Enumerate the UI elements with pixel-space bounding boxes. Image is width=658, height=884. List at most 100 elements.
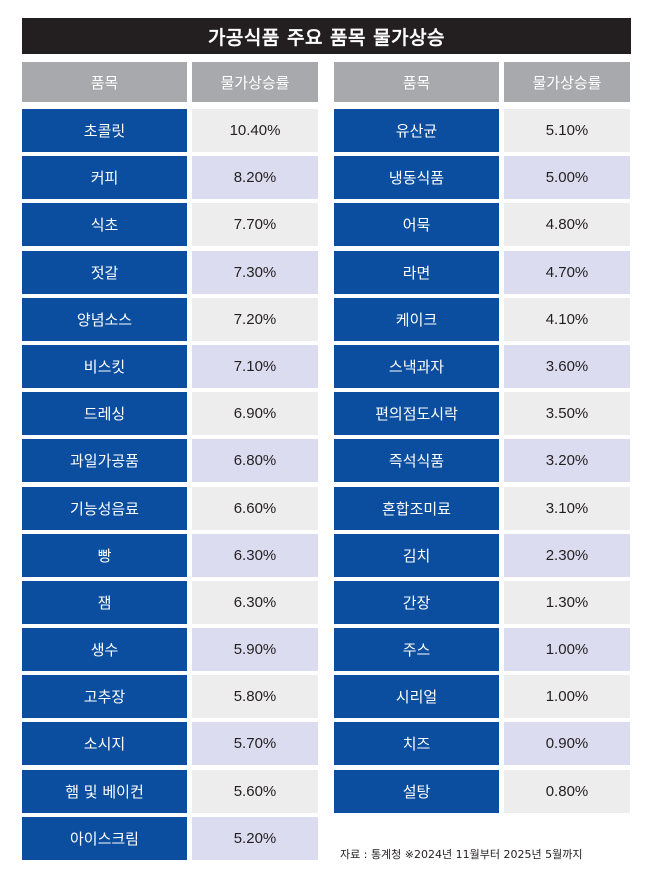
header-rate: 물가상승률	[192, 62, 318, 102]
item-cell: 라면	[334, 250, 499, 294]
table-row: 드레싱 6.90%	[22, 392, 318, 436]
rate-cell: 5.80%	[192, 675, 318, 719]
table-row: 즉석식품 3.20%	[334, 439, 630, 483]
rate-cell: 5.70%	[192, 722, 318, 766]
table-row: 과일가공품 6.80%	[22, 439, 318, 483]
rate-cell: 6.90%	[192, 392, 318, 436]
rate-cell: 4.80%	[504, 203, 630, 247]
right-table: 품목 물가상승률 유산균 5.10% 냉동식품 5.00% 어묵 4.80% 라면 4.70%…	[334, 62, 630, 817]
rate-cell: 0.80%	[504, 769, 630, 813]
rate-cell: 3.50%	[504, 392, 630, 436]
item-cell: 설탕	[334, 769, 499, 813]
table-header: 품목 물가상승률	[334, 62, 630, 102]
table-row: 주스 1.00%	[334, 628, 630, 672]
rate-cell: 2.30%	[504, 533, 630, 577]
table-row: 아이스크림 5.20%	[22, 816, 318, 860]
rate-cell: 5.00%	[504, 156, 630, 200]
rate-cell: 5.90%	[192, 628, 318, 672]
item-cell: 냉동식품	[334, 156, 499, 200]
item-cell: 유산균	[334, 109, 499, 152]
rate-cell: 6.80%	[192, 439, 318, 483]
rate-cell: 3.20%	[504, 439, 630, 483]
table-row: 젓갈 7.30%	[22, 250, 318, 294]
item-cell: 즉석식품	[334, 439, 499, 483]
item-cell: 기능성음료	[22, 486, 187, 530]
item-cell: 간장	[334, 580, 499, 624]
table-row: 빵 6.30%	[22, 533, 318, 577]
item-cell: 고추장	[22, 675, 187, 719]
item-cell: 시리얼	[334, 675, 499, 719]
table-row: 커피 8.20%	[22, 156, 318, 200]
header-item: 품목	[334, 62, 499, 102]
table-row: 기능성음료 6.60%	[22, 486, 318, 530]
rate-cell: 7.20%	[192, 297, 318, 341]
item-cell: 초콜릿	[22, 109, 187, 152]
item-cell: 양념소스	[22, 297, 187, 341]
table-row: 김치 2.30%	[334, 533, 630, 577]
item-cell: 소시지	[22, 722, 187, 766]
item-cell: 드레싱	[22, 392, 187, 436]
table-row: 잼 6.30%	[22, 580, 318, 624]
item-cell: 잼	[22, 580, 187, 624]
table-row: 스낵과자 3.60%	[334, 344, 630, 388]
rate-cell: 0.90%	[504, 722, 630, 766]
rate-cell: 7.10%	[192, 344, 318, 388]
table-row: 혼합조미료 3.10%	[334, 486, 630, 530]
item-cell: 식초	[22, 203, 187, 247]
item-cell: 편의점도시락	[334, 392, 499, 436]
table-row: 고추장 5.80%	[22, 675, 318, 719]
rate-cell: 4.10%	[504, 297, 630, 341]
header-rate: 물가상승률	[504, 62, 630, 102]
table-row: 식초 7.70%	[22, 203, 318, 247]
table-header: 품목 물가상승률	[22, 62, 318, 102]
item-cell: 주스	[334, 628, 499, 672]
item-cell: 어묵	[334, 203, 499, 247]
item-cell: 혼합조미료	[334, 486, 499, 530]
rate-cell: 6.60%	[192, 486, 318, 530]
rate-cell: 6.30%	[192, 580, 318, 624]
table-row: 설탕 0.80%	[334, 769, 630, 813]
header-item: 품목	[22, 62, 187, 102]
rate-cell: 1.00%	[504, 675, 630, 719]
rate-cell: 7.30%	[192, 250, 318, 294]
rate-cell: 3.10%	[504, 486, 630, 530]
table-row: 비스킷 7.10%	[22, 344, 318, 388]
rate-cell: 1.30%	[504, 580, 630, 624]
item-cell: 김치	[334, 533, 499, 577]
table-row: 생수 5.90%	[22, 628, 318, 672]
item-cell: 커피	[22, 156, 187, 200]
rate-cell: 10.40%	[192, 109, 318, 152]
right-table-body: 유산균 5.10% 냉동식품 5.00% 어묵 4.80% 라면 4.70% 케이크 4.10% 스…	[334, 109, 630, 813]
table-row: 시리얼 1.00%	[334, 675, 630, 719]
table-row: 어묵 4.80%	[334, 203, 630, 247]
table-row: 간장 1.30%	[334, 580, 630, 624]
item-cell: 생수	[22, 628, 187, 672]
table-row: 초콜릿 10.40%	[22, 109, 318, 152]
table-row: 냉동식품 5.00%	[334, 156, 630, 200]
item-cell: 햄 및 베이컨	[22, 769, 187, 813]
rate-cell: 8.20%	[192, 156, 318, 200]
item-cell: 비스킷	[22, 344, 187, 388]
source-note: 자료 : 통계청 ※2024년 11월부터 2025년 5월까지	[340, 848, 583, 861]
rate-cell: 4.70%	[504, 250, 630, 294]
rate-cell: 6.30%	[192, 533, 318, 577]
item-cell: 과일가공품	[22, 439, 187, 483]
rate-cell: 5.60%	[192, 769, 318, 813]
rate-cell: 5.10%	[504, 109, 630, 152]
table-row: 치즈 0.90%	[334, 722, 630, 766]
rate-cell: 7.70%	[192, 203, 318, 247]
table-row: 편의점도시락 3.50%	[334, 392, 630, 436]
table-row: 햄 및 베이컨 5.60%	[22, 769, 318, 813]
table-row: 라면 4.70%	[334, 250, 630, 294]
rate-cell: 1.00%	[504, 628, 630, 672]
page-title: 가공식품 주요 품목 물가상승	[22, 18, 631, 54]
table-row: 소시지 5.70%	[22, 722, 318, 766]
rate-cell: 3.60%	[504, 344, 630, 388]
item-cell: 빵	[22, 533, 187, 577]
left-table: 품목 물가상승률 초콜릿 10.40% 커피 8.20% 식초 7.70% 젓갈 7.30% 양…	[22, 62, 318, 864]
table-row: 유산균 5.10%	[334, 109, 630, 152]
table-row: 양념소스 7.20%	[22, 297, 318, 341]
item-cell: 아이스크림	[22, 816, 187, 860]
item-cell: 케이크	[334, 297, 499, 341]
item-cell: 치즈	[334, 722, 499, 766]
